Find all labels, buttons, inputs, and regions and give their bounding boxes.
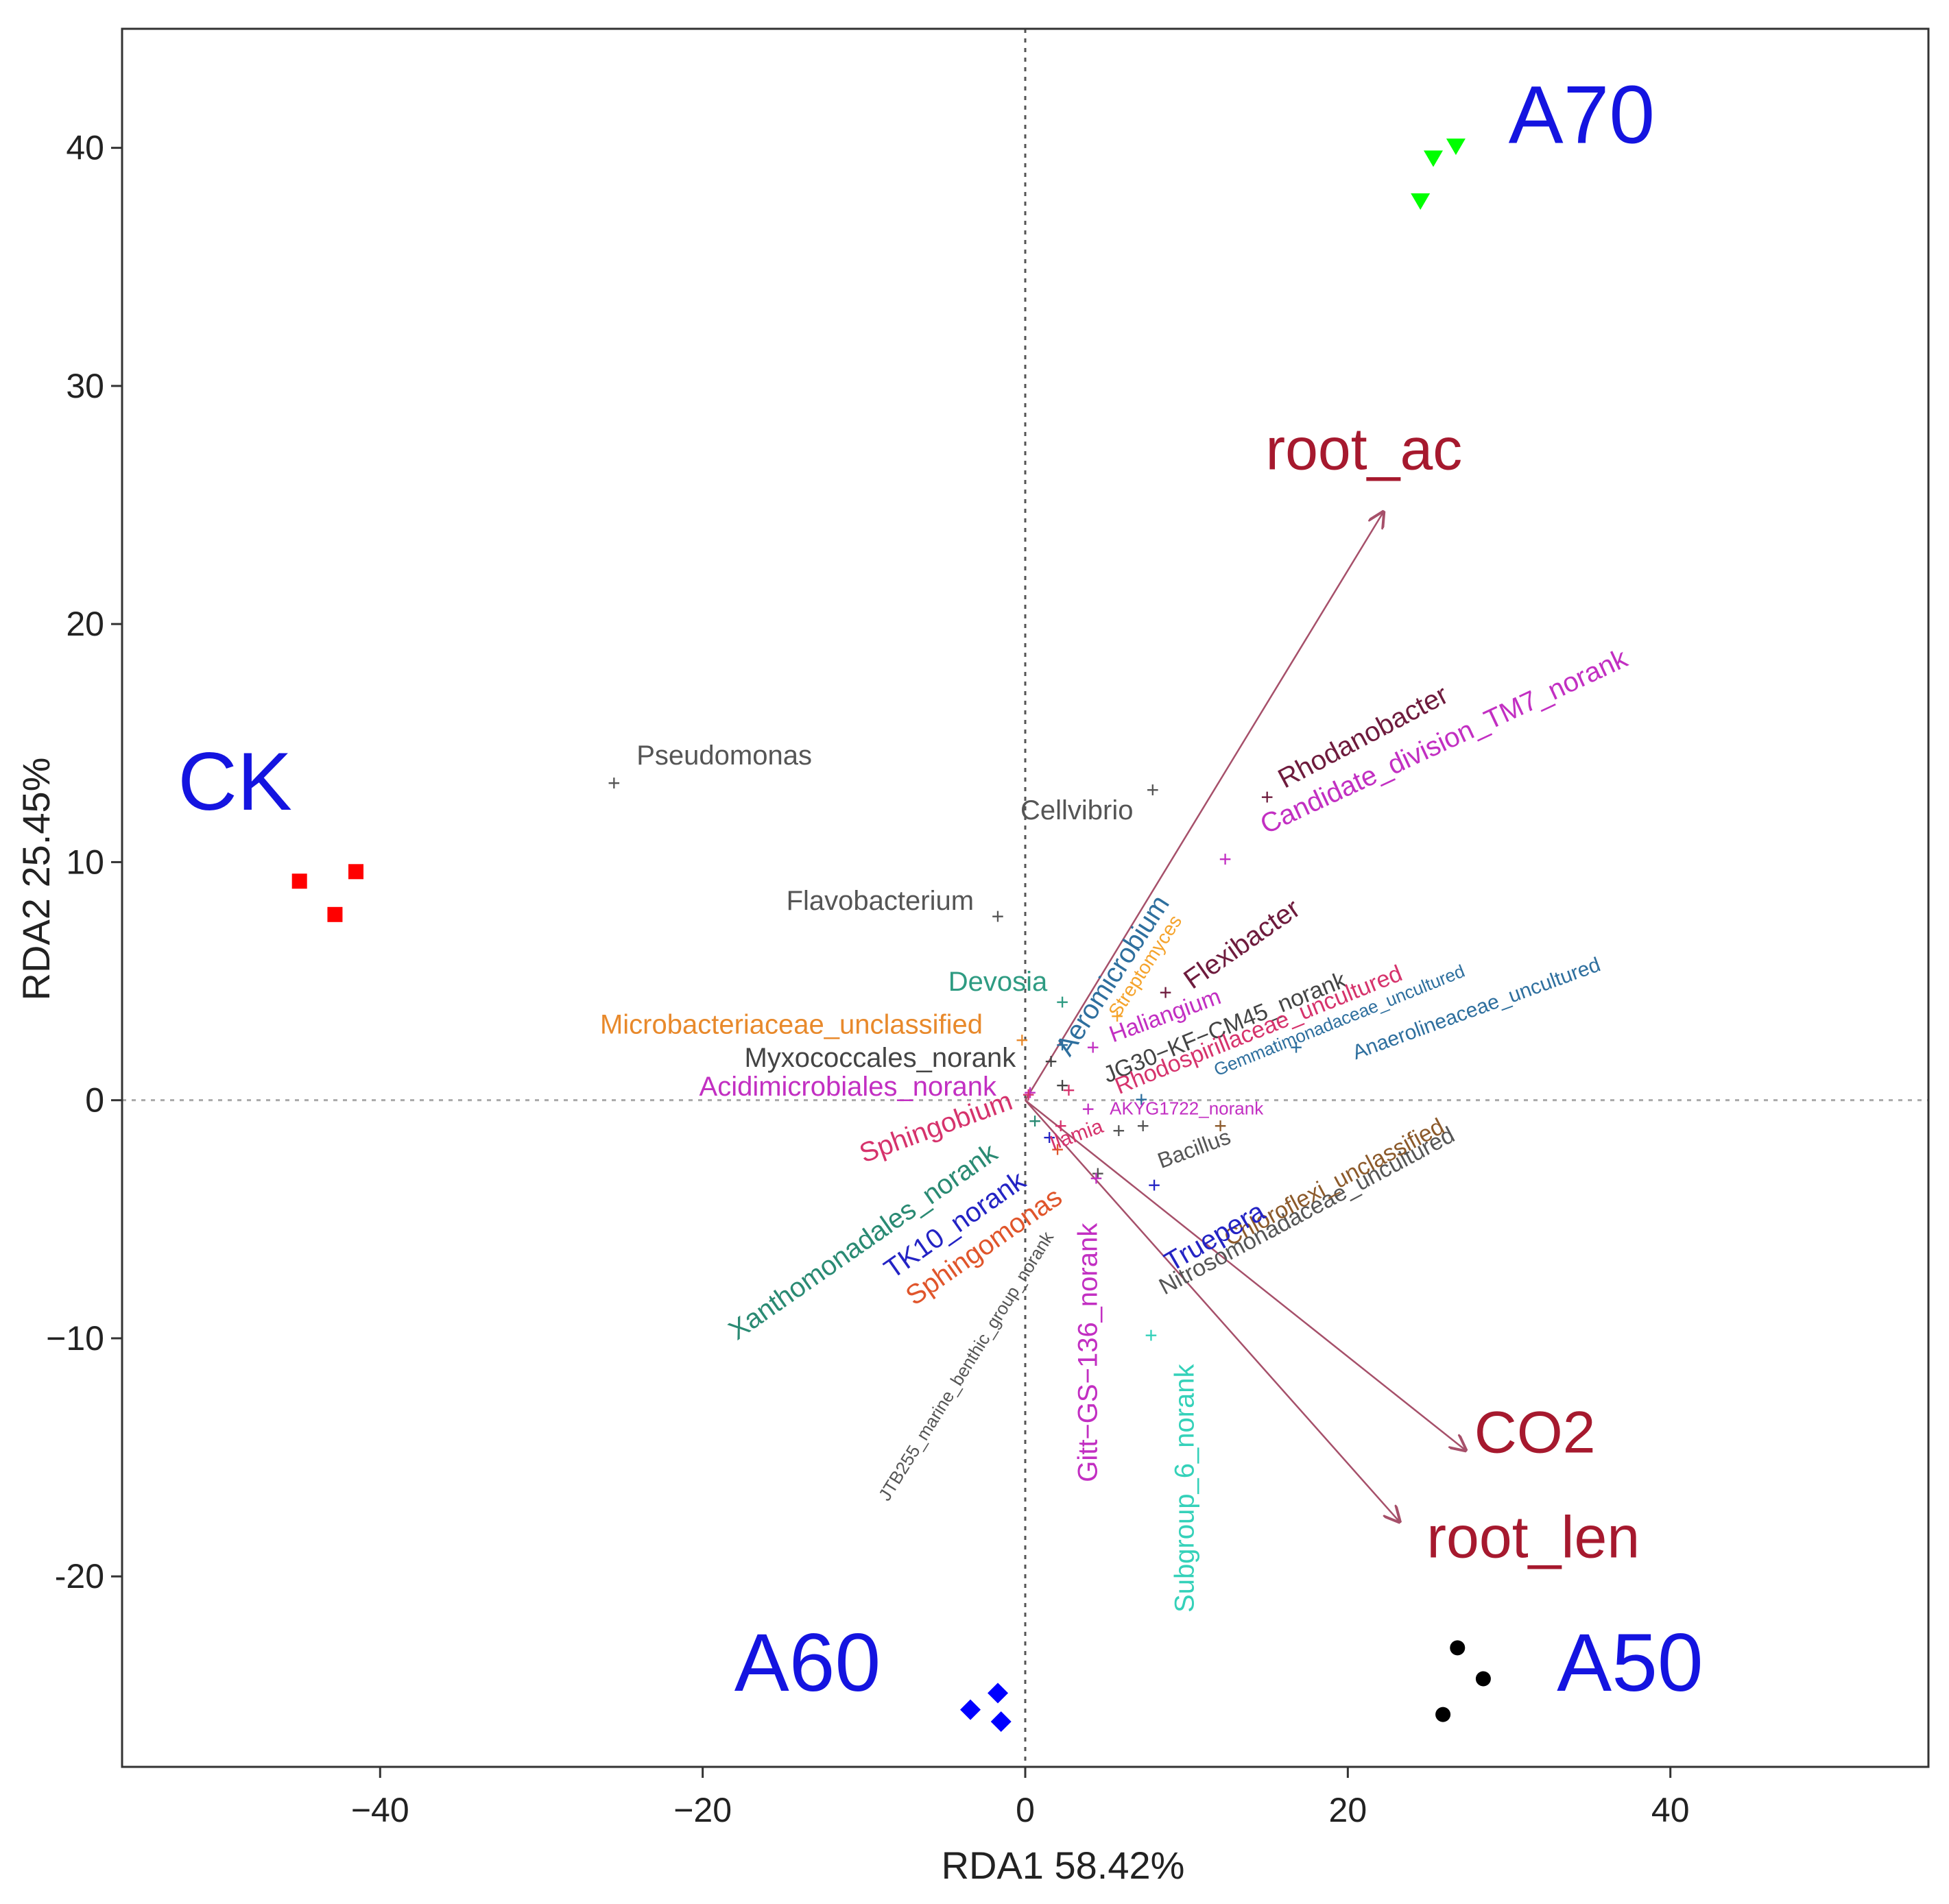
vector-arrow-root-ac bbox=[1024, 512, 1383, 1101]
species-marker-devosia: + bbox=[1056, 989, 1069, 1014]
x-tick-label: 40 bbox=[1651, 1791, 1690, 1829]
y-tick-label: 40 bbox=[66, 129, 104, 167]
y-tick-label: 30 bbox=[66, 367, 104, 405]
y-tick-label: 10 bbox=[66, 843, 104, 881]
species-marker-akyg1722-norank: + bbox=[1081, 1097, 1095, 1122]
species-marker-haliangium: + bbox=[1086, 1035, 1099, 1059]
species-marker-candidate-division-tm7-norank: + bbox=[1219, 847, 1232, 871]
x-tick-label: −40 bbox=[351, 1791, 409, 1829]
sample-point-a70-2 bbox=[1424, 150, 1444, 167]
species-marker-truepera: + bbox=[1148, 1173, 1161, 1198]
species-marker-cellvibrio: + bbox=[1146, 778, 1159, 802]
sample-point-a60-2 bbox=[988, 1683, 1009, 1704]
sample-point-ck-3 bbox=[348, 864, 364, 880]
x-tick-label: 0 bbox=[1016, 1791, 1035, 1829]
y-tick-label: -20 bbox=[55, 1557, 104, 1595]
y-tick-label: 0 bbox=[85, 1081, 104, 1120]
vector-label-co2: CO2 bbox=[1474, 1400, 1596, 1466]
sample-point-a70-1 bbox=[1411, 193, 1431, 210]
vector-arrow-co2 bbox=[1025, 1099, 1466, 1450]
species-label-cellvibrio: Cellvibrio bbox=[1020, 795, 1134, 826]
species-marker-jg30-kf-cm45-norank: + bbox=[1056, 1073, 1069, 1098]
group-label-a50: A50 bbox=[1557, 1617, 1703, 1709]
species-marker-acidimicrobiales-norank: + bbox=[1024, 1080, 1037, 1105]
species-label-myxococcales-norank: Myxococcales_norank bbox=[744, 1043, 1016, 1073]
species-marker-pseudomonas: + bbox=[608, 771, 621, 795]
sample-scores: CK A70 A60 A50 bbox=[178, 69, 1703, 1733]
species-marker-flavobacterium: + bbox=[992, 904, 1005, 928]
species-marker-streptomyces: + bbox=[1111, 1004, 1124, 1028]
species-marker-bacillus: + bbox=[1112, 1118, 1125, 1143]
x-tick-label: 20 bbox=[1329, 1791, 1367, 1829]
sample-point-ck-2 bbox=[327, 906, 343, 922]
species-marker-nitrosomonadaceae-uncultured: + bbox=[1136, 1113, 1149, 1138]
sample-point-ck-1 bbox=[291, 873, 307, 889]
species-marker-sphingomonas: + bbox=[1051, 1137, 1064, 1162]
species-label-pseudomonas: Pseudomonas bbox=[636, 740, 812, 771]
y-tick-label: 20 bbox=[66, 605, 104, 643]
species-marker-microbacteriaceae-unclassified: + bbox=[1016, 1028, 1029, 1052]
x-axis-title: RDA1 58.42% bbox=[942, 1844, 1185, 1887]
species-marker-rhodospirillaceae-uncultured: + bbox=[1062, 1078, 1075, 1102]
group-label-a60: A60 bbox=[734, 1617, 881, 1709]
environmental-vectors: root_ac CO2 root_len bbox=[1024, 416, 1640, 1570]
y-tick-label: −10 bbox=[46, 1319, 104, 1358]
species-marker-subgroup-6-norank: + bbox=[1145, 1323, 1158, 1347]
species-marker-xanthomonadales-norank: + bbox=[1029, 1109, 1042, 1133]
species-marker-sphingobium: + bbox=[1022, 1083, 1035, 1107]
sample-point-a60-1 bbox=[960, 1699, 981, 1720]
species-marker-tk10-norank: + bbox=[1043, 1125, 1056, 1150]
group-label-a70: A70 bbox=[1509, 69, 1655, 161]
species-label-microbacteriaceae-unclassified: Microbacteriaceae_unclassified bbox=[600, 1010, 983, 1040]
sample-point-a50-2 bbox=[1450, 1640, 1466, 1656]
species-label-flavobacterium: Flavobacterium bbox=[787, 886, 974, 916]
group-label-ck: CK bbox=[178, 736, 292, 828]
species-marker-myxococcales-norank: + bbox=[1044, 1049, 1057, 1074]
sample-point-a50-3 bbox=[1475, 1671, 1491, 1687]
species-marker-chloroflexi-unclassified: + bbox=[1214, 1113, 1227, 1138]
axes: −40 −20 0 20 40 -20 −10 0 10 20 30 40 bbox=[46, 129, 1689, 1829]
species-label-acidimicrobiales-norank: Acidimicrobiales_norank bbox=[700, 1072, 998, 1102]
vector-label-root-ac: root_ac bbox=[1265, 416, 1462, 482]
species-label-devosia: Devosia bbox=[948, 967, 1048, 997]
sample-point-a60-3 bbox=[990, 1711, 1012, 1733]
vector-arrow-root-len bbox=[1025, 1099, 1400, 1522]
y-axis-title: RDA2 25.45% bbox=[14, 758, 58, 1001]
species-marker-rhodanobacter: + bbox=[1260, 785, 1274, 810]
species-label-subgroup-6-norank: Subgroup_6_norank bbox=[1170, 1363, 1200, 1613]
species-marker-ilamia: + bbox=[1054, 1113, 1067, 1138]
vector-label-root-len: root_len bbox=[1426, 1504, 1640, 1570]
species-marker-gitt-gs-136-norank: + bbox=[1090, 1166, 1103, 1190]
species-marker-flexibacter: + bbox=[1159, 980, 1172, 1004]
species-label-akyg1722-norank: AKYG1722_norank bbox=[1110, 1098, 1264, 1118]
sample-point-a70-3 bbox=[1446, 138, 1466, 156]
sample-point-a50-1 bbox=[1435, 1707, 1451, 1722]
x-tick-label: −20 bbox=[673, 1791, 732, 1829]
species-marker-gemmatimonadaceae-uncultured: + bbox=[1135, 1087, 1148, 1112]
species-marker-anaerolineaceae-uncultured: + bbox=[1290, 1035, 1303, 1059]
species-marker-jtb255-marine-benthic-group-norank: + bbox=[1091, 1161, 1104, 1185]
species-label-gitt-gs-136-norank: Gitt−GS−136_norank bbox=[1073, 1222, 1103, 1482]
species-marker-aeromicrobium: + bbox=[1056, 1033, 1069, 1057]
